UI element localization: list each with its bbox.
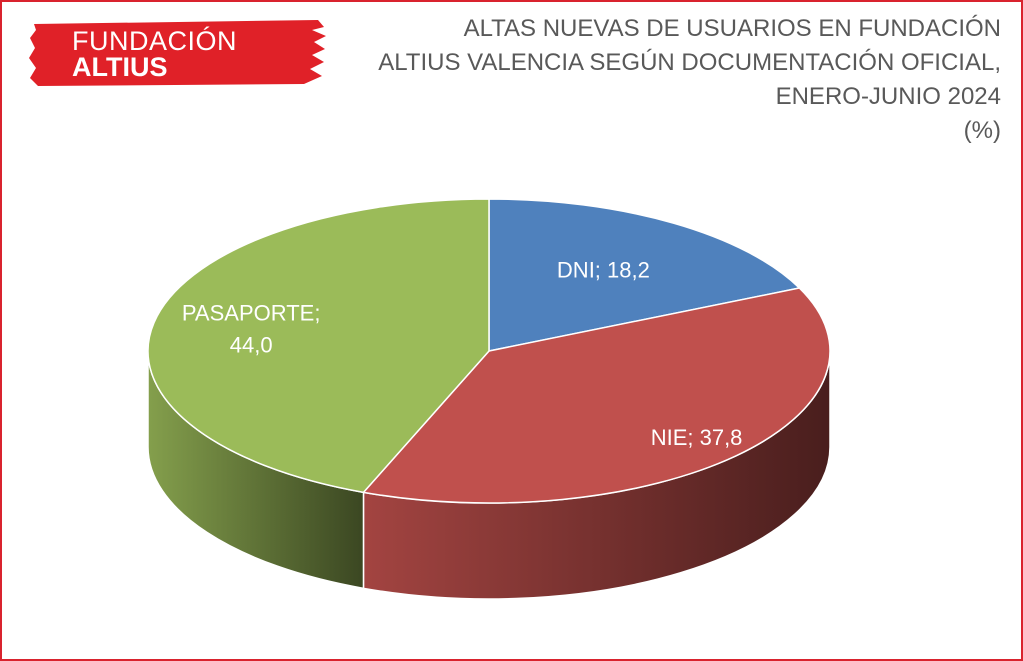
pie-slice-nie [362, 287, 831, 504]
logo-brush-stroke [29, 20, 326, 86]
chart-title-line: ENERO-JUNIO 2024 [775, 83, 1001, 110]
logo-text-line2: ALTIUS [72, 52, 168, 82]
chart-title-line: ALTIUS VALENCIA SEGÚN DOCUMENTACIÓN OFIC… [378, 49, 1001, 76]
data-label-dni: DNI; 18,2 [557, 258, 650, 283]
logo-text-line1: FUNDACIÓN [72, 26, 237, 56]
chart-title: ALTAS NUEVAS DE USUARIOS EN FUNDACIÓN AL… [361, 12, 1001, 148]
chart-title-line: (%) [963, 117, 1001, 144]
data-label-nie: NIE; 37,8 [651, 425, 743, 450]
pie-slice-dni [488, 198, 801, 352]
fundacion-altius-logo: FUNDACIÓN ALTIUS [28, 18, 328, 88]
data-label-pasaporte: 44,0 [230, 333, 273, 358]
pie-slice-pasaporte [147, 198, 490, 494]
chart-title-line: ALTAS NUEVAS DE USUARIOS EN FUNDACIÓN [463, 15, 1001, 42]
data-label-pasaporte: PASAPORTE; [182, 301, 321, 326]
